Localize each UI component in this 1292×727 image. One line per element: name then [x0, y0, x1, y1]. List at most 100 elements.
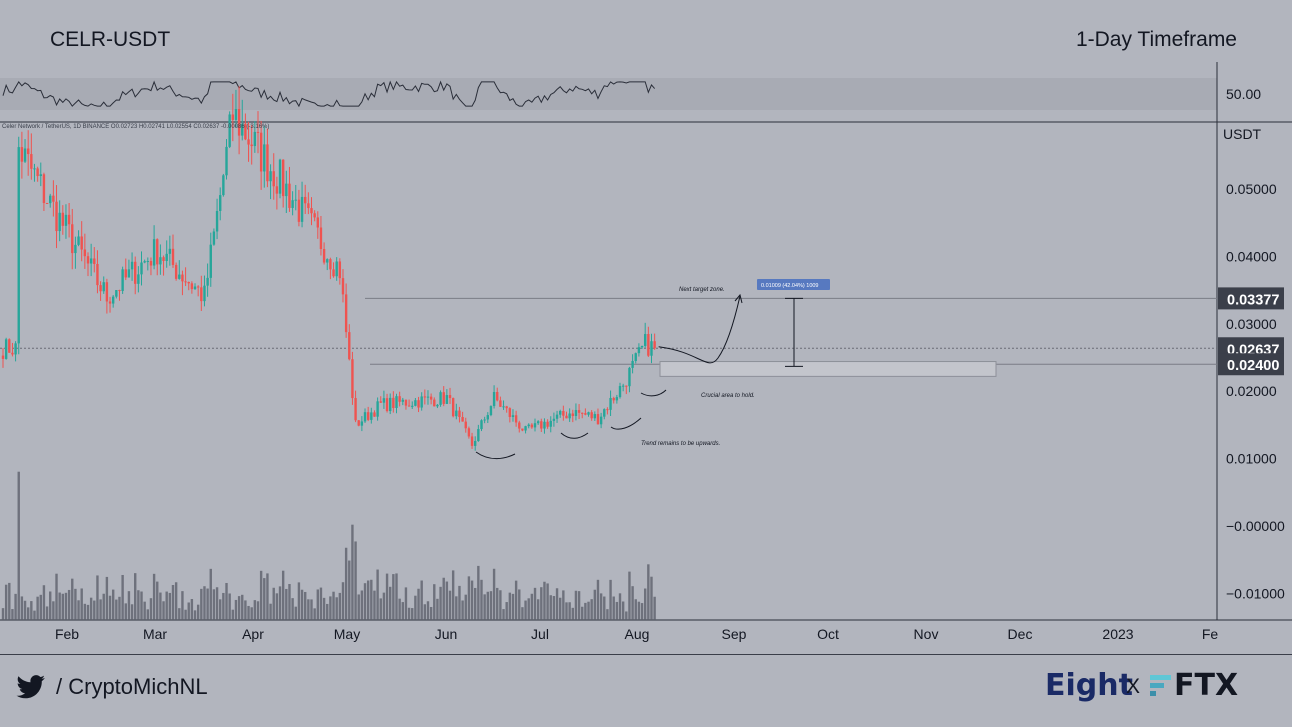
twitter-handle[interactable]: / CryptoMichNL [56, 674, 208, 699]
candle-body [11, 352, 14, 355]
volume-bar [480, 579, 483, 620]
price-badge [1218, 353, 1284, 376]
volume-bar [470, 580, 474, 620]
candle-body [244, 123, 247, 140]
volume-bar [137, 590, 140, 620]
candle-body [565, 415, 568, 419]
volume-bar [392, 574, 395, 620]
volume-bar [571, 607, 574, 620]
candle-body [518, 422, 521, 429]
candle-body [420, 396, 423, 408]
volume-bar [55, 573, 58, 620]
candle-body [14, 343, 17, 355]
volume-bar [590, 599, 593, 620]
volume-bar [71, 578, 74, 620]
volume-bar [152, 573, 156, 620]
candle-body [228, 114, 231, 147]
candle-body [212, 231, 216, 245]
volume-bar [411, 608, 414, 620]
candle-body [653, 341, 656, 349]
candle-body [366, 412, 370, 420]
rsi-band [0, 78, 1217, 110]
candle-body [398, 396, 401, 402]
volume-bar [477, 565, 480, 620]
volume-bar [45, 606, 49, 620]
volume-bar [382, 592, 386, 620]
volume-bar [83, 603, 87, 620]
volume-bar [540, 587, 543, 620]
candle-body [382, 398, 386, 403]
time-tick-label: Sep [722, 626, 747, 642]
candle-body [215, 210, 219, 232]
volume-bar [530, 593, 534, 620]
volume-bar [568, 602, 571, 620]
candle-body [300, 196, 304, 222]
volume-bar [8, 582, 11, 620]
volume-bar [200, 588, 203, 620]
candlestick-series [1, 86, 656, 451]
candle-body [20, 147, 24, 162]
volume-bar [417, 588, 420, 620]
candle-body [540, 421, 543, 429]
candle-body [533, 423, 537, 428]
candle-body [58, 212, 61, 232]
volume-bar [215, 587, 219, 620]
candle-body [203, 285, 206, 302]
volume-bar [404, 587, 408, 620]
volume-bar [219, 599, 222, 620]
volume-bar [140, 591, 143, 620]
volume-bar [168, 592, 172, 620]
candle-body [628, 367, 631, 387]
candle-body [584, 413, 587, 415]
time-tick-label: Nov [914, 626, 939, 642]
volume-bar [297, 582, 301, 620]
volume-bar [527, 598, 530, 620]
candle-body [417, 400, 420, 408]
price-unit-label: USDT [1223, 126, 1262, 142]
volume-bar [354, 541, 357, 620]
candle-body [156, 239, 159, 265]
measure-badge [757, 279, 830, 290]
candle-body [577, 410, 581, 413]
volume-bar [146, 609, 150, 620]
volume-bar [178, 608, 181, 620]
volume-bar [36, 596, 39, 620]
candle-body [118, 290, 121, 292]
candle-body [590, 412, 593, 419]
candle-body [64, 214, 68, 226]
candle-body [294, 199, 297, 201]
level-lines [0, 62, 1292, 655]
candle-body [467, 428, 471, 437]
twitter-bird-icon[interactable] [16, 675, 46, 699]
candle-body [442, 392, 445, 404]
volume-bar [231, 609, 235, 620]
volume-bar [555, 588, 559, 620]
candle-body [115, 290, 118, 297]
candle-body [86, 256, 90, 264]
volume-bar [26, 607, 30, 620]
volume-bar [581, 606, 584, 620]
candle-body [42, 174, 46, 203]
volume-bar [420, 580, 423, 620]
volume-bar [451, 570, 455, 620]
candle-body [483, 419, 486, 421]
ftx-logo-icon [1150, 675, 1171, 696]
candle-body [433, 399, 436, 407]
candle-body [558, 410, 562, 415]
candle-body [329, 259, 332, 270]
candle-body [363, 412, 367, 422]
price-tick-label: −0.01000 [1226, 585, 1285, 601]
volume-bar [650, 576, 653, 620]
volume-bar [159, 592, 162, 620]
candle-body [571, 413, 574, 417]
volume-bar [269, 603, 272, 620]
volume-bar [23, 600, 27, 620]
candle-body [219, 195, 222, 211]
volume-bar [341, 582, 345, 620]
volume-bar [496, 587, 499, 620]
volume-bar [300, 589, 304, 620]
candle-body [360, 421, 364, 426]
volume-bar [429, 606, 433, 620]
rsi-line [2, 80, 656, 108]
candle-body [159, 257, 162, 265]
